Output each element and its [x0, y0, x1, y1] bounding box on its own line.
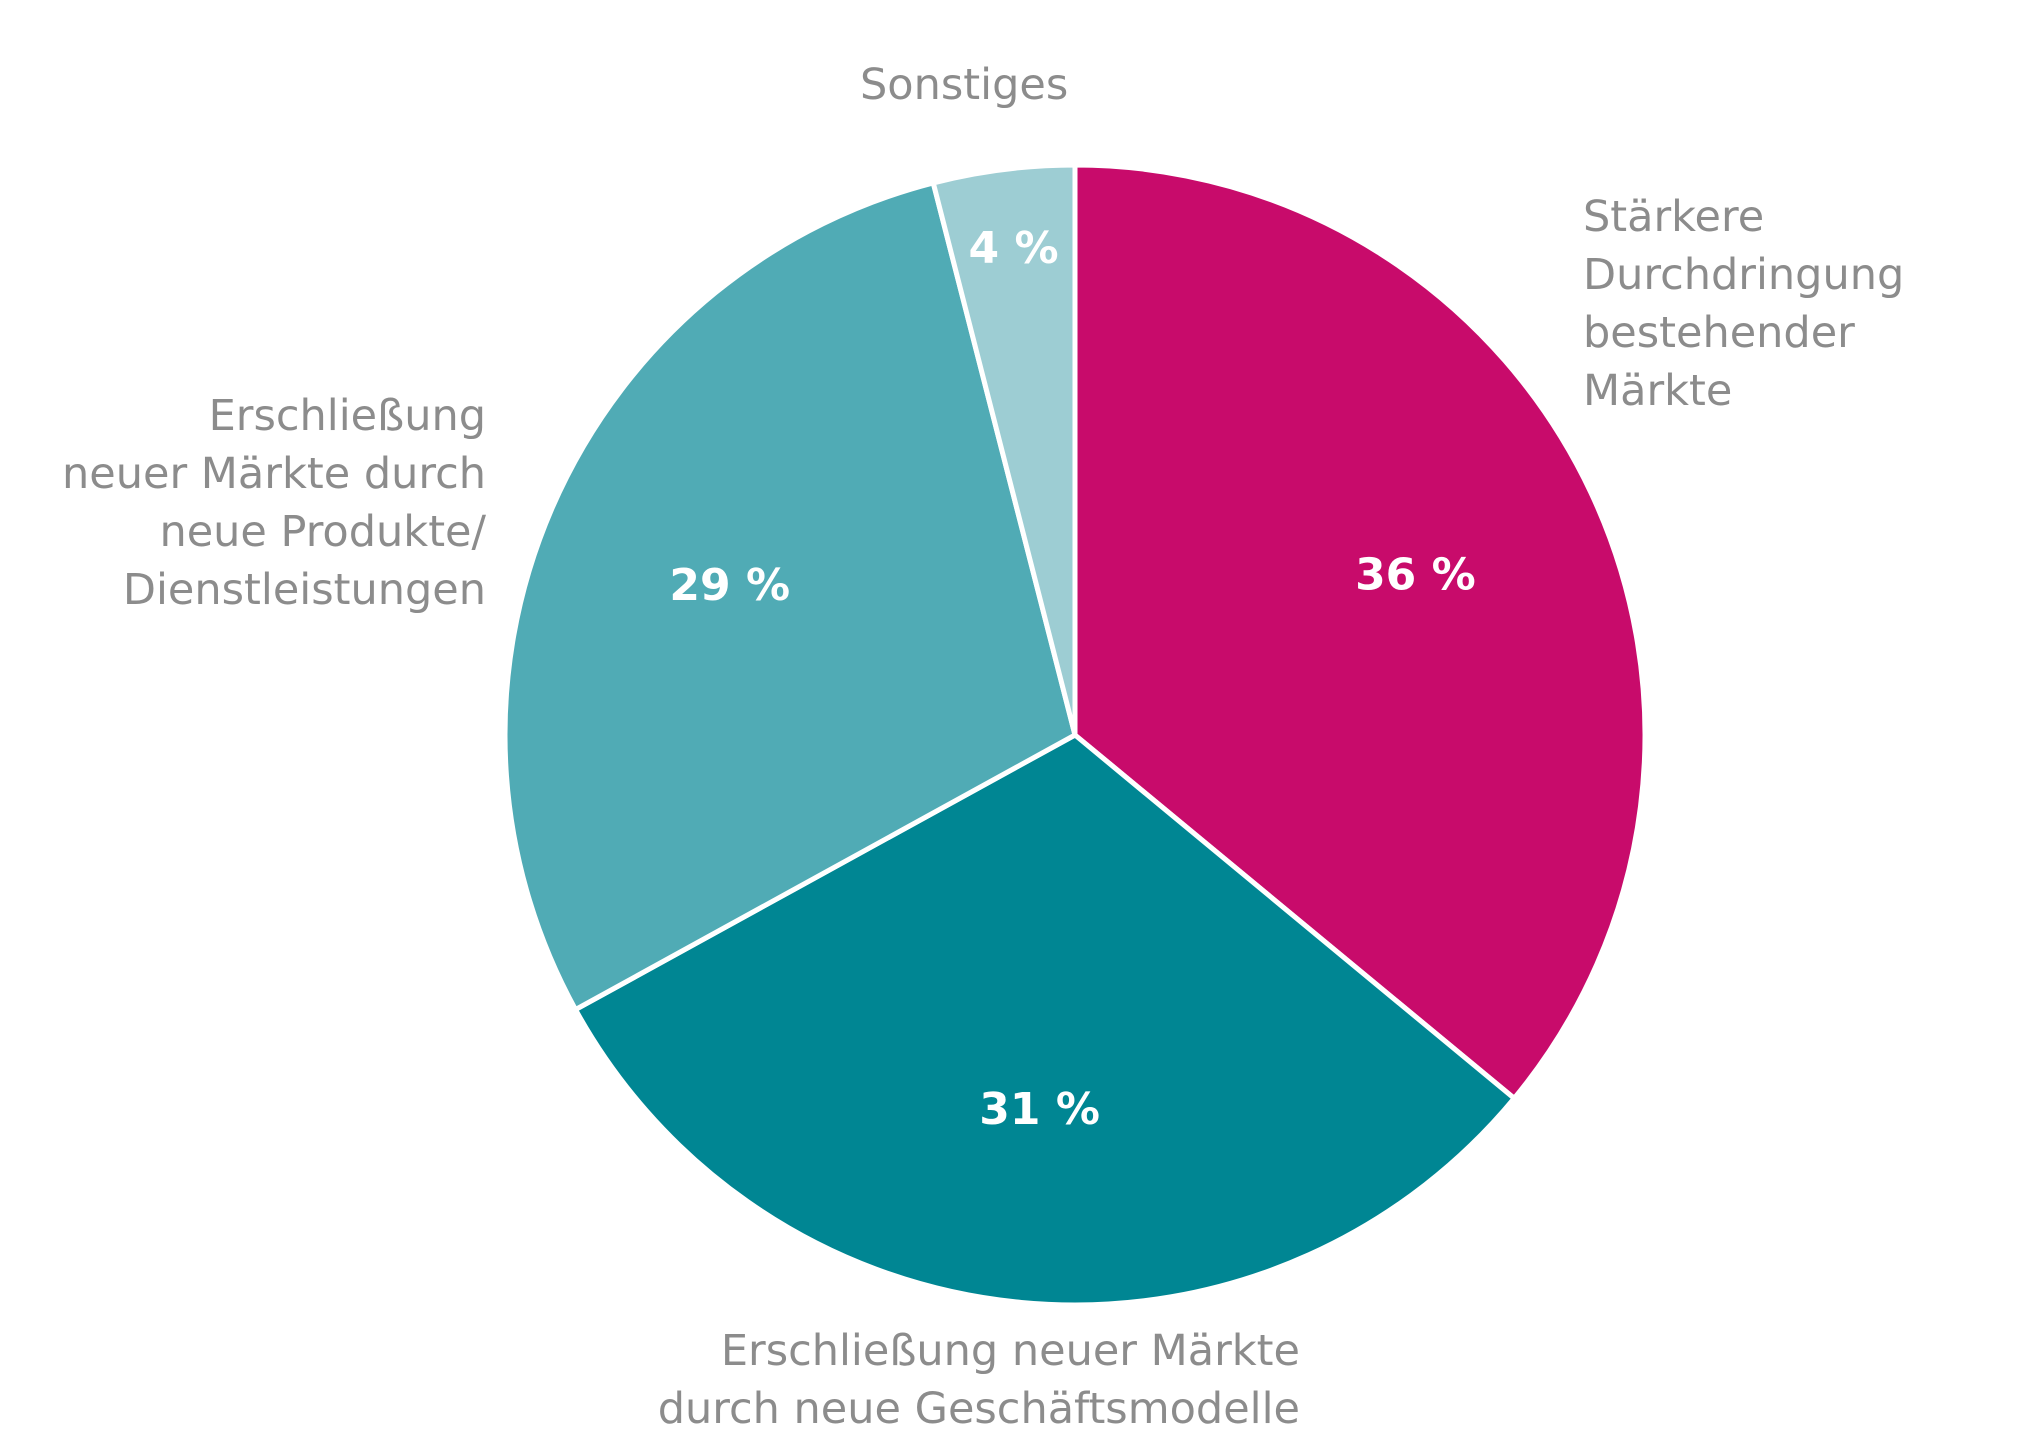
pie-slice-maerkte — [1072, 162, 1648, 1101]
label-line: Durchdringung — [1583, 250, 1905, 300]
label-sonstiges: Sonstiges — [860, 56, 1068, 114]
label-line: Dienstleistungen — [122, 565, 486, 615]
label-line: bestehender — [1583, 308, 1855, 358]
slice-value-label: 4 % — [969, 223, 1059, 274]
label-line: Erschließung neuer Märkte — [720, 1326, 1300, 1376]
pie-slice-sonstiges — [930, 162, 1078, 738]
label-produkte-dienstleistungen: Erschließung neuer Märkte durch neue Pro… — [20, 387, 486, 619]
percentage-labels: 36 % 31 % 29 % 4 % — [669, 223, 1475, 1135]
label-staerkere-durchdringung: Stärkere Durchdringung bestehender Märkt… — [1583, 188, 1904, 420]
slice-value-label: 36 % — [1355, 549, 1476, 600]
pie-slice-dienstleistungen — [502, 180, 1078, 1013]
label-line: durch neue Geschäftsmodelle — [657, 1384, 1300, 1434]
label-line: Stärkere — [1583, 192, 1765, 242]
pie-slice-durch-neue-geschaeftsmodelle — [573, 732, 1517, 1308]
label-line: Märkte — [1583, 366, 1733, 416]
label-line: neuer Märkte durch — [62, 449, 486, 499]
slice-value-label: 29 % — [669, 560, 790, 611]
label-line: neue Produkte/ — [159, 507, 486, 557]
label-geschaeftsmodelle: Erschließung neuer Märkte durch neue Ges… — [560, 1322, 1300, 1438]
slices — [502, 162, 1648, 1308]
label-line: Erschließung — [208, 391, 486, 441]
slice-value-label: 31 % — [979, 1084, 1100, 1135]
label-line: Sonstiges — [860, 60, 1069, 110]
